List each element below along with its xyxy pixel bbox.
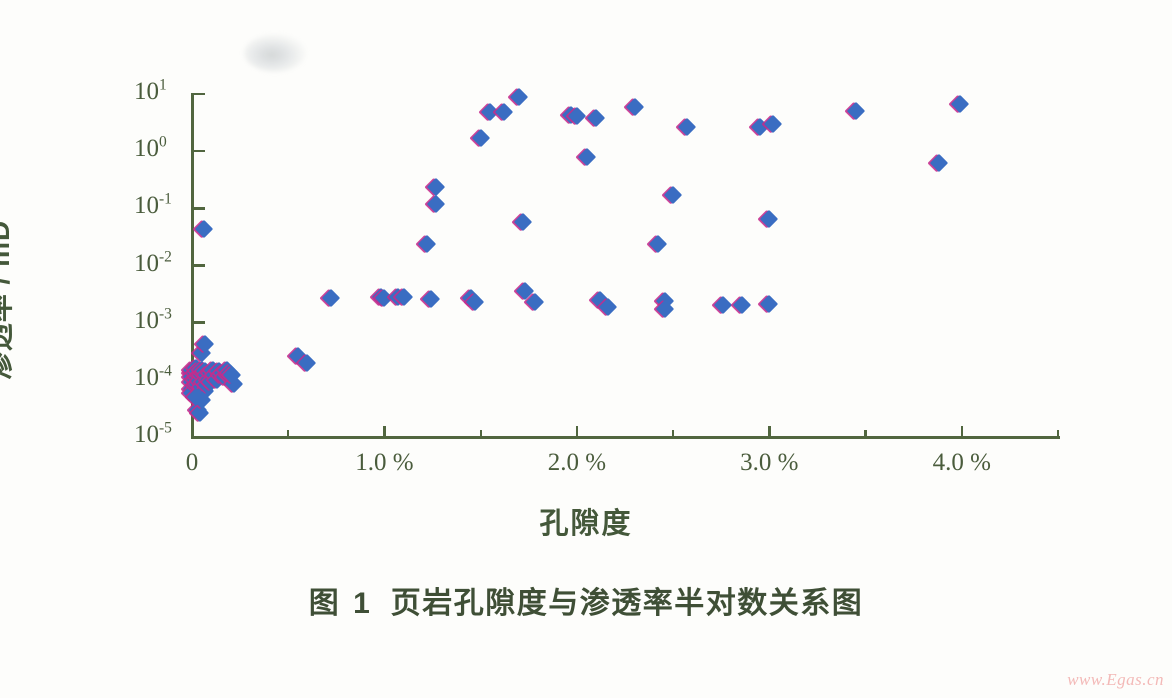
y-axis-tick xyxy=(194,435,205,439)
x-axis-tick-label: 0 xyxy=(185,449,199,476)
x-axis-tick-major xyxy=(768,426,771,437)
data-point-marker xyxy=(427,194,446,213)
x-axis-tick-major xyxy=(960,426,963,437)
scan-smudge-artifact xyxy=(244,34,306,72)
x-axis-tick-minor xyxy=(479,430,482,437)
x-axis-tick-minor xyxy=(864,430,867,437)
data-point-marker xyxy=(648,234,667,253)
x-axis-tick-label: 2.0 % xyxy=(547,449,607,476)
data-point-marker xyxy=(677,118,696,137)
data-point-marker xyxy=(950,94,970,113)
data-point-marker xyxy=(625,97,644,116)
x-axis-tick-label: 3.0 % xyxy=(740,449,799,476)
data-point-marker xyxy=(663,185,683,205)
y-axis-tick xyxy=(194,149,205,153)
watermark: www.Egas.cn xyxy=(1067,670,1164,689)
y-axis-tick-label: 10-1 xyxy=(134,191,172,220)
y-axis-tick xyxy=(194,207,205,210)
y-axis-tick-label: 100 xyxy=(134,133,167,163)
data-point-marker xyxy=(760,209,779,229)
data-point-marker xyxy=(760,295,779,314)
data-point-marker xyxy=(421,289,440,309)
y-axis-tick-label: 10-3 xyxy=(134,305,172,334)
data-point-marker xyxy=(586,108,606,128)
y-axis-tick-label: 10-2 xyxy=(134,248,172,277)
y-axis-line xyxy=(191,93,194,439)
figure-caption-text: 页岩孔隙度与渗透率半对数关系图 xyxy=(390,587,864,620)
data-point-marker xyxy=(427,177,446,196)
x-axis-tick-label: 1.0 % xyxy=(355,449,414,476)
x-axis-tick-major xyxy=(190,426,194,437)
data-point-marker xyxy=(577,147,596,167)
y-axis-title: 渗透率 / mD xyxy=(0,219,15,381)
figure-caption-number: 图 1 xyxy=(308,587,373,620)
y-axis-tick-label: 10-5 xyxy=(134,419,172,448)
x-axis-tick-minor xyxy=(287,430,290,437)
data-point-marker xyxy=(929,153,948,173)
data-point-marker xyxy=(513,212,533,232)
data-point-marker xyxy=(494,102,513,121)
x-axis-tick-major xyxy=(575,426,579,437)
data-point-marker xyxy=(194,219,213,238)
x-axis-title: 孔隙度 xyxy=(539,508,633,540)
figure-caption: 图 1 页岩孔隙度与渗透率半对数关系图 xyxy=(0,578,1172,622)
y-axis-tick-label: 10-4 xyxy=(134,362,172,391)
y-axis-tick xyxy=(194,321,205,324)
x-axis-tick-major xyxy=(383,426,386,437)
y-axis-tick-label: 101 xyxy=(134,76,167,105)
x-axis-tick-minor xyxy=(1056,430,1060,437)
x-axis-tick-minor xyxy=(672,430,675,437)
data-point-marker xyxy=(509,87,529,106)
data-point-marker xyxy=(733,296,752,315)
data-point-marker xyxy=(763,114,783,134)
data-point-marker xyxy=(713,296,733,315)
data-point-marker xyxy=(471,128,490,148)
data-point-marker xyxy=(321,288,340,308)
x-axis-tick-label: 4.0 % xyxy=(932,449,991,476)
data-point-marker xyxy=(846,102,866,121)
data-point-marker xyxy=(417,234,436,253)
y-axis-tick xyxy=(194,92,205,96)
x-axis-line xyxy=(191,436,1060,439)
y-axis-tick xyxy=(194,264,205,267)
